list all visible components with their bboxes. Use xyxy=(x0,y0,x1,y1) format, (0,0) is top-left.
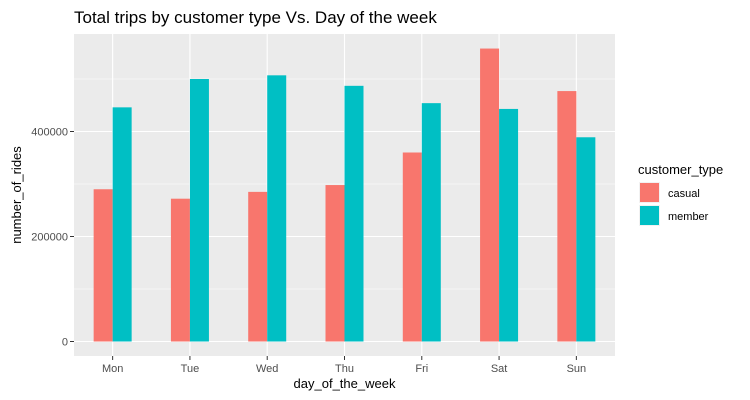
y-axis-title: number_of_rides xyxy=(9,146,24,244)
legend-title: customer_type xyxy=(638,162,723,177)
legend: customer_type casual member xyxy=(638,162,723,226)
x-tick-label: Sat xyxy=(491,363,508,375)
x-axis-title: day_of_the_week xyxy=(294,376,396,391)
bar-member-tue xyxy=(189,79,209,342)
bars xyxy=(93,48,596,342)
y-axis-ticks: 0 200000 400000 xyxy=(31,127,74,349)
y-tick-label: 0 xyxy=(62,337,68,349)
legend-swatch-casual xyxy=(640,183,659,202)
x-tick-label: Wed xyxy=(256,363,278,375)
legend-label-member: member xyxy=(668,211,709,223)
y-tick-label: 400000 xyxy=(31,127,68,139)
bar-casual-mon xyxy=(93,189,113,342)
x-tick-label: Thu xyxy=(335,363,354,375)
bar-casual-wed xyxy=(248,191,268,342)
bar-member-thu xyxy=(344,85,364,342)
bar-casual-fri xyxy=(402,152,422,342)
legend-label-casual: casual xyxy=(668,188,700,200)
chart-title: Total trips by customer type Vs. Day of … xyxy=(74,8,437,27)
x-tick-label: Fri xyxy=(415,363,428,375)
bar-member-fri xyxy=(421,103,441,342)
bar-member-wed xyxy=(267,75,287,342)
bar-member-sun xyxy=(576,137,596,342)
legend-items: casual member xyxy=(639,182,709,226)
x-tick-label: Tue xyxy=(181,363,200,375)
bar-casual-sun xyxy=(557,91,577,342)
x-tick-label: Mon xyxy=(102,363,123,375)
bar-casual-tue xyxy=(170,198,190,342)
bar-member-sat xyxy=(499,108,519,342)
bar-casual-sat xyxy=(480,48,500,342)
y-tick-label: 200000 xyxy=(31,232,68,244)
x-tick-label: Sun xyxy=(567,363,587,375)
bar-member-mon xyxy=(112,107,132,342)
x-axis-ticks: Mon Tue Wed Thu Fri Sat Sun xyxy=(102,356,586,375)
bar-casual-thu xyxy=(325,185,345,342)
legend-swatch-member xyxy=(640,206,659,225)
